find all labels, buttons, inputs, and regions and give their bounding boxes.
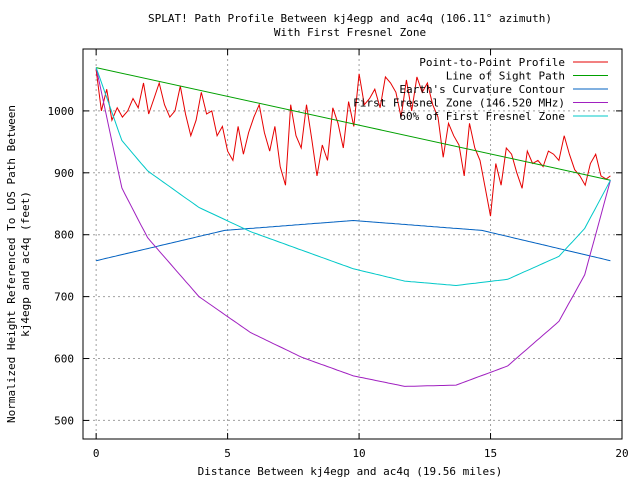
series-line-3	[95, 67, 611, 387]
chart-subtitle: With First Fresnel Zone	[274, 26, 426, 39]
x-tick-label: 0	[93, 447, 100, 460]
plot-frame	[82, 48, 623, 440]
series-line-2	[95, 219, 611, 262]
series-line-0	[95, 69, 611, 217]
x-tick-label: 10	[352, 447, 365, 460]
axis-ticks: 0 5 10 15 20 500 600 700 800 900 1000	[48, 49, 629, 460]
y-tick-label: 700	[54, 291, 74, 304]
legend-label-4: 60% of First Fresnel Zone	[399, 110, 565, 123]
legend-label-3: First Fresnel Zone (146.520 MHz)	[353, 97, 565, 110]
x-axis-label: Distance Between kj4egp and ac4q (19.56 …	[198, 465, 503, 478]
x-tick-label: 20	[615, 447, 628, 460]
y-tick-label: 900	[54, 167, 74, 180]
legend-label-2: Earth's Curvature Contour	[399, 83, 565, 96]
x-tick-label: 5	[224, 447, 231, 460]
x-tick-label: 15	[484, 447, 497, 460]
legend-label-0: Point-to-Point Profile	[419, 56, 565, 69]
legend-label-1: Line of Sight Path	[446, 70, 565, 83]
y-axis-label-line2: kj4egp and ac4q (feet)	[19, 191, 32, 337]
y-tick-label: 500	[54, 414, 74, 427]
series-line-1	[95, 67, 611, 181]
chart-title: SPLAT! Path Profile Between kj4egp and a…	[148, 12, 552, 25]
series-layer	[95, 67, 611, 387]
y-tick-label: 600	[54, 353, 74, 366]
series-line-4	[95, 67, 611, 287]
y-axis-label-line1: Normalized Height Referenced To LOS Path…	[5, 105, 18, 423]
y-tick-label: 1000	[48, 105, 75, 118]
y-tick-label: 800	[54, 229, 74, 242]
